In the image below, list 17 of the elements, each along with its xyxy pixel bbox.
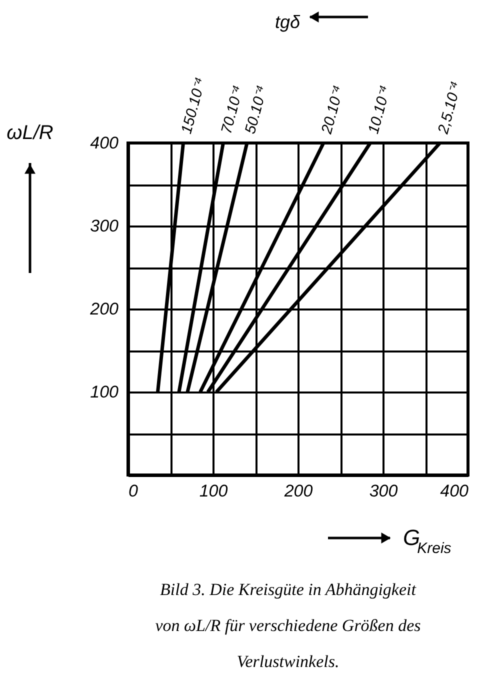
text: 10.10⁻⁴ bbox=[365, 84, 394, 136]
x-tick-label: 0 bbox=[128, 482, 138, 500]
text: 150.10⁻⁴ bbox=[178, 76, 210, 136]
x-tick-label: 300 bbox=[369, 482, 398, 500]
legend-title: tgδ bbox=[274, 12, 301, 32]
y-tick-label: 200 bbox=[89, 300, 120, 318]
y-tick-label: 300 bbox=[90, 216, 120, 236]
x-tick-label: 400 bbox=[440, 482, 470, 500]
text: Bild 3. Die Kreisgüte in Abhängigkeit von ωL/R für verschiedene Größen des Verlustwinkels. bbox=[155, 580, 422, 671]
text: 2,5.10⁻⁴ bbox=[434, 80, 465, 137]
y-tick-label: 100 bbox=[90, 382, 120, 402]
text: 50.10⁻⁴ bbox=[242, 84, 271, 136]
x-tick-label: 200 bbox=[283, 482, 314, 500]
y-axis-title: ωL/R bbox=[6, 122, 54, 144]
y-tick-label: 400 bbox=[90, 134, 120, 152]
text: 20.10⁻⁴ bbox=[318, 84, 348, 137]
x-tick-label: 100 bbox=[199, 482, 228, 500]
